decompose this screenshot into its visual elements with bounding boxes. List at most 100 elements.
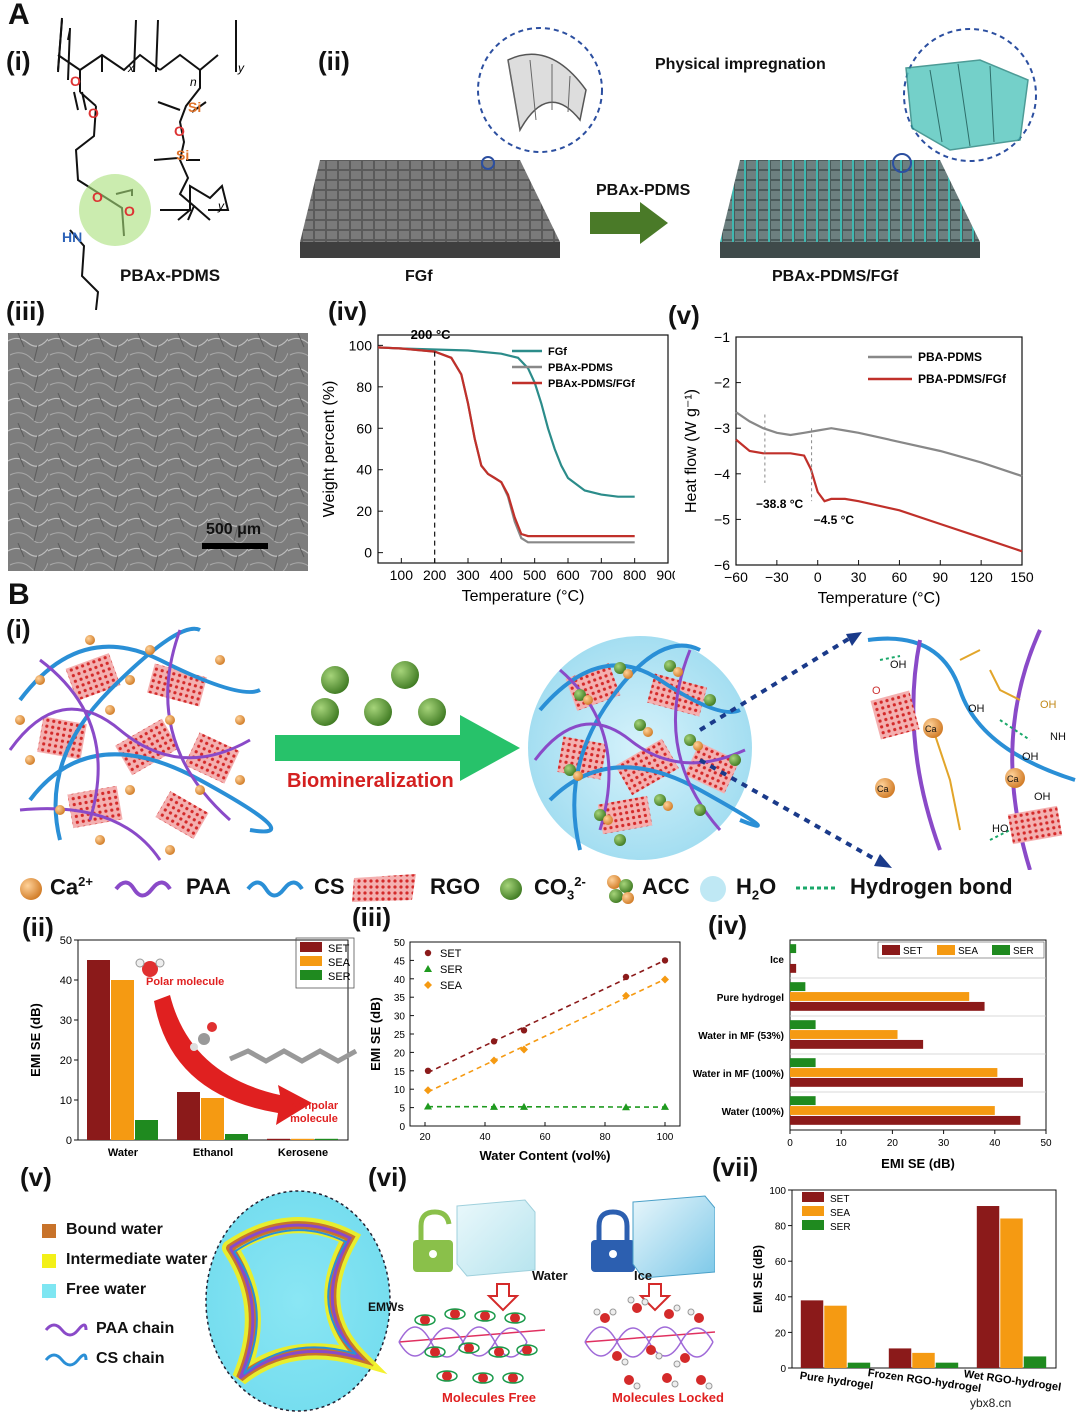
legend-swatch [300,956,322,966]
biomineralization-arrow [275,715,520,781]
x-tick-label: 120 [969,569,993,585]
legend-rgo: RGO [430,874,481,899]
panel-b-vii-label: (vii) [712,1152,759,1182]
category-label: Water in MF (100%) [693,1069,784,1080]
legend-co3-sub: 3 [567,887,575,903]
legend-marker [424,981,432,989]
legend-label: SER [328,971,351,983]
y-tick-label: −6 [714,557,730,573]
legend-label: PBAx-PDMS [548,362,613,374]
ice-label: Ice [634,1268,653,1283]
atom-o3: O [92,189,103,205]
category-label: Ethanol [193,1147,233,1159]
bar-set-3 [790,1077,1023,1087]
x-axis-label: EMI SE (dB) [881,1156,955,1171]
series-line-pba-pdms-fgf [735,438,1023,553]
panel-b-vi-label: (vi) [368,1162,407,1192]
species-legend: Ca2+ PAA CS RGO CO32- ACC H2O Hydrogen b… [0,870,1080,906]
watermark: ybx8.cn [968,1396,1014,1410]
biomineralization-scheme: OH O OH OH NH Ca Ca Ca OH HO OH [8,626,1076,870]
co3-ions [311,661,446,726]
biomineralization-label: Biomineralization [287,770,454,792]
y-tick-label: −3 [714,420,730,436]
y-tick-label: 100 [769,1186,786,1197]
bar-set-2 [790,1039,924,1049]
zoom-ho: HO [992,823,1009,835]
y-tick-label: 0 [364,545,372,561]
x-tick-label: 60 [539,1132,551,1143]
water-state-ellipse [205,1190,391,1412]
point-set [490,1038,498,1045]
bar-set-0 [800,1300,824,1368]
bar-ser-2 [1023,1356,1047,1368]
legend-label: PBA-PDMS [918,350,982,364]
legend-h2o: H [736,874,752,899]
bar-ser-0 [790,944,797,954]
zoom-oh-5: OH [1034,791,1051,803]
intermediate-water-swatch [42,1254,56,1268]
bar-set-1 [790,1001,985,1011]
legend-label: SER [440,964,463,976]
bar-sea-1 [790,992,970,1001]
legend-paa: PAA [186,874,231,899]
water-content-chart: 20 40 60 80 100 0 5 10 15 20 25 30 35 40 45 50 Water Con… [368,938,681,1163]
y-tick-label: 10 [60,1095,72,1107]
annotation-38c: −38.8 °C [756,497,803,511]
polarity-arrow [135,958,358,1125]
x-axis-label: Temperature (°C) [818,590,941,607]
series-line-pbax-pdms [377,346,635,544]
bar-sea-2 [291,1138,314,1140]
y-tick-label: 40 [775,1293,787,1304]
legend-cs: CS [314,874,345,899]
x-tick-label: 60 [892,569,908,585]
legend-swatch [802,1220,824,1230]
bar-ser-0 [847,1362,871,1368]
locked-padlock-icon [591,1209,635,1272]
water-molecules-free [414,1308,538,1384]
legend-label: SEA [958,946,978,957]
zoom-ca-1: Ca [925,724,937,734]
x-tick-label: 150 [1010,569,1034,585]
y-tick-label: 20 [394,1048,406,1059]
x-axis-label: Temperature (°C) [462,588,585,605]
legend-label: SEA [440,980,463,992]
unlocked-padlock-icon [413,1209,453,1272]
legend-cs-icon [246,880,304,898]
ice-cube [632,1195,715,1279]
y-tick-label: 20 [356,503,372,519]
graphene-sheet [507,53,587,133]
legend-label: SER [1013,946,1034,957]
bar-ser-1 [225,1134,248,1140]
point-ser [622,1103,630,1111]
panel-a-letter: A [8,0,30,31]
panel-b-i-label: (i) [6,614,31,644]
fit-line-set [427,959,666,1074]
legend-swatch [802,1192,824,1202]
x-tick-label: 90 [932,569,948,585]
y-tick-label: −5 [714,511,730,527]
legend-label: SET [830,1194,849,1205]
y-tick-label: 30 [60,1015,72,1027]
panel-b-v-label: (v) [20,1162,52,1192]
legend-h2o-sub: 2 [751,887,760,903]
atom-o5: O [174,123,185,139]
legend-marker [424,949,432,957]
molecule-name: PBAx-PDMS [120,266,221,285]
legend-co3-icon [500,878,522,900]
x-tick-label: −30 [765,569,789,585]
point-set [424,1067,432,1074]
bar-sea-3 [790,1068,998,1077]
zoom-o: O [872,685,881,697]
atom-o1: O [70,73,81,89]
cs-chain-label: CS chain [96,1350,165,1367]
y-tick-label: 60 [356,420,372,436]
x-tick-label: 20 [419,1132,431,1143]
water-legend: Bound water Intermediate water Free wate… [40,1218,240,1378]
panel-a-i-label: (i) [6,46,31,76]
x-tick-label: 0 [814,569,822,585]
subscript-x: x [127,61,135,75]
legend-hbond: Hydrogen bond [850,874,1013,899]
bar-sea-1 [912,1352,935,1368]
legend-box [295,937,355,989]
